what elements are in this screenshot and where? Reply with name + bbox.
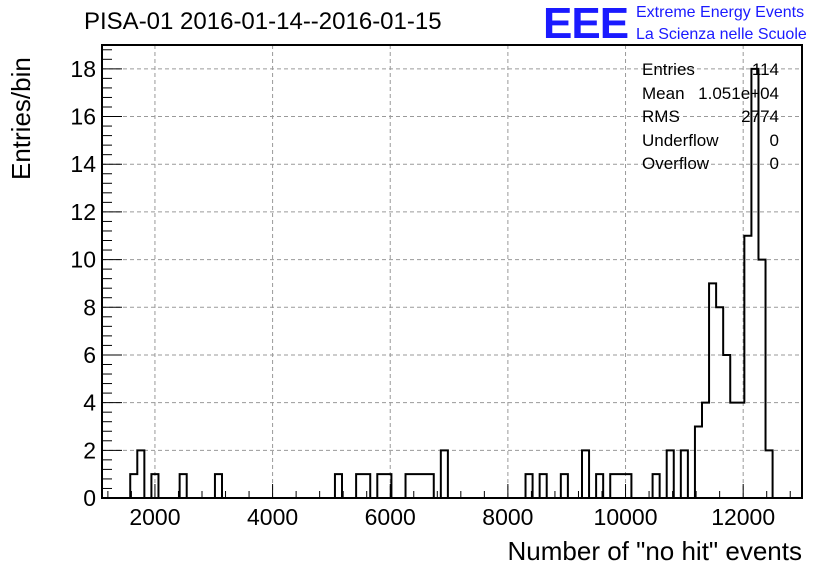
- histogram-bin: [596, 474, 603, 498]
- x-tick-label: 6000: [365, 504, 416, 530]
- plot-frame: [101, 44, 803, 499]
- stat-value: 0: [769, 130, 779, 150]
- histogram-bin: [610, 474, 617, 498]
- histogram-bin: [180, 474, 187, 498]
- histogram-bin: [653, 474, 660, 498]
- x-tick-label: 4000: [247, 504, 298, 530]
- histogram-outline: [129, 67, 774, 498]
- y-tick-label: 16: [70, 104, 96, 130]
- x-tick-label: 12000: [711, 504, 775, 530]
- histogram-bin: [716, 307, 723, 498]
- histogram-bin: [744, 236, 751, 498]
- histogram-bin: [737, 403, 744, 498]
- histogram-bin: [384, 474, 391, 498]
- y-tick-label: 6: [83, 342, 96, 368]
- axis-ticks: [102, 49, 791, 499]
- histogram-bin: [758, 260, 765, 498]
- histogram-bin: [624, 474, 631, 498]
- stat-name: Entries: [642, 60, 695, 79]
- chart-title: PISA-01 2016-01-14--2016-01-15: [84, 8, 442, 35]
- y-tick-label: 2: [83, 437, 96, 463]
- histogram-bin: [730, 403, 737, 498]
- y-tick-label: 14: [70, 151, 96, 177]
- stat-row-entries: Entries 114: [642, 58, 779, 82]
- logo-line-2: La Scienza nelle Scuole: [636, 26, 807, 43]
- stat-row-rms: RMS 2774: [642, 105, 779, 129]
- stat-row-overflow: Overflow 0: [642, 152, 779, 176]
- stat-row-mean: Mean 1.051e+04: [642, 82, 779, 106]
- stats-box: Entries 114 Mean 1.051e+04 RMS 2774 Unde…: [642, 58, 779, 176]
- histogram-bin: [420, 474, 427, 498]
- histogram-bin: [709, 283, 716, 498]
- histogram-bin: [335, 474, 342, 498]
- stat-name: Mean: [642, 83, 685, 103]
- x-tick-label: 8000: [482, 504, 533, 530]
- histogram-bin: [561, 474, 568, 498]
- histogram-bin: [137, 450, 144, 498]
- histogram-bin: [356, 474, 363, 498]
- y-tick-label: 4: [83, 390, 96, 416]
- stat-value: 1.051e+04: [698, 83, 779, 103]
- histogram-bin: [667, 450, 674, 498]
- histogram-bin: [406, 474, 413, 498]
- x-tick-label: 2000: [129, 504, 180, 530]
- histogram-bin: [441, 450, 448, 498]
- y-tick-label: 10: [70, 247, 96, 273]
- y-axis-label: Entries/bin: [6, 57, 36, 180]
- histogram-bin: [377, 474, 384, 498]
- logo-line-1: Extreme Energy Events: [636, 4, 805, 21]
- histogram-bin: [723, 355, 730, 498]
- y-tick-label: 8: [83, 294, 96, 320]
- histogram-bin: [540, 474, 547, 498]
- tick-labels: 2000 4000 6000 8000 10000 12000 0 2 4 6 8 10 12 14 16 1…: [70, 56, 775, 530]
- y-tick-label: 18: [70, 56, 96, 82]
- stat-value: 114: [751, 60, 779, 79]
- histogram-bin: [681, 450, 688, 498]
- stat-row-underflow: Underflow 0: [642, 129, 779, 153]
- histogram-bin: [215, 474, 222, 498]
- stat-name: Underflow: [642, 130, 719, 150]
- y-tick-label: 0: [83, 485, 96, 511]
- histogram-bin: [766, 450, 773, 498]
- histogram-bin: [582, 450, 589, 498]
- histogram-bin: [695, 426, 702, 498]
- histogram-bin: [151, 474, 158, 498]
- stat-value: 0: [769, 154, 779, 173]
- eee-logo-mark: EEE: [543, 0, 629, 48]
- stat-value: 2774: [741, 107, 779, 126]
- histogram-bin: [617, 474, 624, 498]
- x-axis-label: Number of "no hit" events: [507, 536, 803, 566]
- stat-name: Overflow: [642, 154, 710, 173]
- x-tick-label: 10000: [594, 504, 658, 530]
- eee-logo: EEE Extreme Energy Events La Scienza nel…: [543, 2, 833, 46]
- stat-name: RMS: [642, 107, 680, 126]
- histogram-bin: [702, 403, 709, 498]
- histogram-bin: [413, 474, 420, 498]
- grid-lines: [102, 45, 802, 498]
- histogram-bin: [427, 474, 434, 498]
- histogram-bin: [363, 474, 370, 498]
- histogram-bin: [526, 474, 533, 498]
- y-tick-label: 12: [70, 199, 96, 225]
- histogram-bin: [130, 474, 137, 498]
